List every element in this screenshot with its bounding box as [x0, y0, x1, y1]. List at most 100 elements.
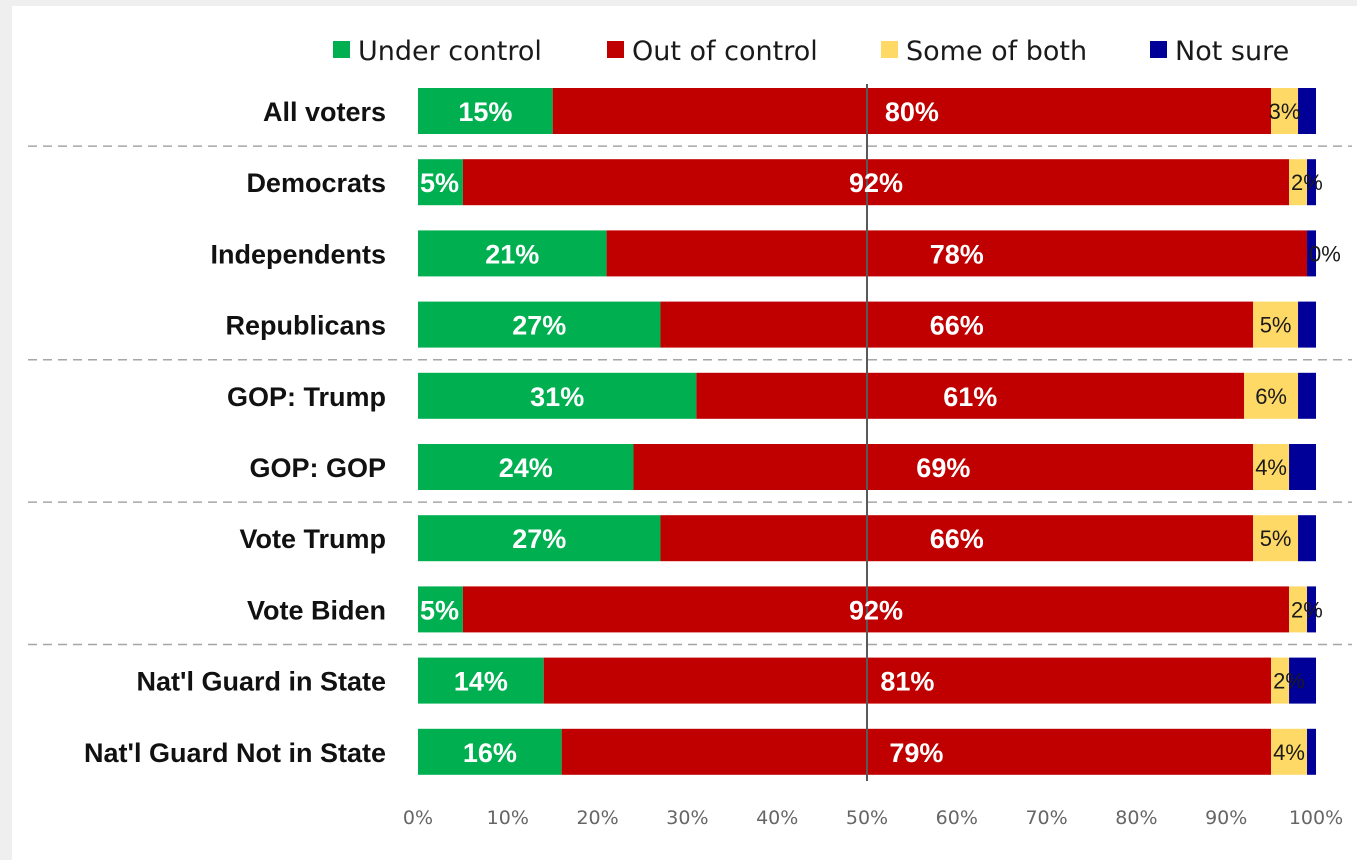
value-label-some-of-both: 0%	[1309, 241, 1341, 266]
bar-segment-not-sure	[1307, 159, 1316, 206]
value-label-some-of-both: 5%	[1260, 526, 1292, 551]
value-label-under-control: 24%	[499, 453, 553, 483]
bar-segment-under-control	[418, 586, 463, 633]
value-label-out-of-control: 92%	[849, 168, 903, 198]
value-label-out-of-control: 92%	[849, 595, 903, 625]
category-label: Independents	[210, 239, 386, 269]
bar-segment-out-of-control	[543, 657, 1272, 704]
x-tick-label: 10%	[487, 807, 529, 829]
category-label: Vote Biden	[247, 595, 386, 625]
value-label-some-of-both: 4%	[1255, 455, 1287, 480]
bar-segment-out-of-control	[660, 301, 1254, 348]
x-tick-label: 80%	[1115, 807, 1157, 829]
bar-segment-some-of-both	[1253, 301, 1299, 348]
bar-segment-not-sure	[1289, 444, 1316, 490]
legend-label-out-of-control: Out of control	[632, 36, 818, 67]
value-label-out-of-control: 78%	[930, 239, 984, 269]
bar-segment-not-sure	[1289, 657, 1316, 704]
bar-segment-out-of-control	[462, 586, 1290, 633]
category-label: Nat'l Guard in State	[137, 667, 386, 697]
bar-segment-under-control	[418, 657, 544, 704]
x-tick-label: 40%	[756, 807, 798, 829]
value-label-under-control: 5%	[420, 168, 459, 198]
x-tick-label: 60%	[936, 807, 978, 829]
category-label: Nat'l Guard Not in State	[84, 738, 386, 768]
legend-label-under-control: Under control	[358, 36, 542, 67]
bar-segment-under-control	[418, 728, 562, 775]
bar-segment-under-control	[418, 230, 607, 277]
x-axis-ticks: 0% 10% 20% 30% 40% 50% 60% 70% 80% 90% 100%	[403, 807, 1343, 829]
value-label-under-control: 5%	[420, 595, 459, 625]
value-label-some-of-both: 4%	[1273, 740, 1305, 765]
category-label: GOP: GOP	[249, 453, 386, 483]
bar-segment-some-of-both	[1253, 515, 1299, 562]
bar-segment-out-of-control	[552, 88, 1272, 134]
bar-segment-under-control	[418, 372, 697, 419]
bar-segment-out-of-control	[462, 159, 1290, 206]
bar-segment-some-of-both	[1253, 444, 1290, 490]
bar-segment-some-of-both	[1289, 586, 1308, 633]
value-label-out-of-control: 66%	[930, 524, 984, 554]
chart-panel	[12, 6, 1357, 860]
bar-segment-out-of-control	[660, 515, 1254, 562]
bar-segment-some-of-both	[1271, 728, 1308, 775]
bar-segment-some-of-both	[1271, 88, 1299, 134]
bar-segment-out-of-control	[696, 372, 1245, 419]
bar-segment-under-control	[418, 159, 463, 206]
x-tick-label: 50%	[846, 807, 888, 829]
category-label: All voters	[263, 97, 386, 127]
value-label-under-control: 27%	[512, 311, 566, 341]
legend-swatch-not-sure	[1150, 41, 1167, 58]
bar-segment-some-of-both	[1289, 159, 1308, 206]
value-label-some-of-both: 2%	[1291, 170, 1323, 195]
bar-segment-under-control	[418, 444, 634, 490]
bar-segment-out-of-control	[561, 728, 1272, 775]
value-label-some-of-both: 2%	[1273, 669, 1305, 694]
bar-segment-some-of-both	[1244, 372, 1299, 419]
value-label-under-control: 31%	[530, 382, 584, 412]
bar-segment-out-of-control	[606, 230, 1308, 277]
x-tick-label: 90%	[1205, 807, 1247, 829]
bar-segment-some-of-both	[1271, 657, 1290, 704]
value-label-under-control: 21%	[485, 239, 539, 269]
x-tick-label: 30%	[666, 807, 708, 829]
category-label: Republicans	[225, 311, 386, 341]
bar-segment-not-sure	[1298, 88, 1316, 134]
bar-segment-not-sure	[1298, 372, 1316, 419]
bar-segment-not-sure	[1307, 586, 1316, 633]
x-tick-label: 70%	[1025, 807, 1067, 829]
value-label-under-control: 15%	[458, 97, 512, 127]
legend-swatch-some-of-both	[881, 41, 898, 58]
x-tick-label: 20%	[576, 807, 618, 829]
value-label-some-of-both: 5%	[1260, 313, 1292, 338]
value-labels: 15% 80% 3% 5% 92% 2% 21% 78% 0% 27% 66% 5% 31% 61% 6% 2…	[420, 97, 1341, 768]
category-label: Democrats	[246, 168, 386, 198]
value-label-under-control: 27%	[512, 524, 566, 554]
category-label: GOP: Trump	[227, 382, 386, 412]
category-labels: All voters Democrats Independents Republica…	[84, 97, 386, 768]
x-tick-label: 0%	[403, 807, 433, 829]
bar-segment-under-control	[418, 301, 661, 348]
category-label: Vote Trump	[239, 524, 386, 554]
value-label-under-control: 16%	[463, 738, 517, 768]
value-label-under-control: 14%	[454, 667, 508, 697]
bars	[418, 88, 1316, 775]
bar-segment-not-sure	[1298, 301, 1316, 348]
legend-label-not-sure: Not sure	[1175, 36, 1289, 67]
legend-swatch-under-control	[333, 41, 350, 58]
bar-segment-not-sure	[1307, 728, 1316, 775]
x-tick-label: 100%	[1289, 807, 1343, 829]
value-label-some-of-both: 2%	[1291, 597, 1323, 622]
group-separators	[28, 145, 1352, 646]
legend-swatch-out-of-control	[607, 41, 624, 58]
bar-segment-not-sure	[1298, 515, 1316, 562]
bar-segment-out-of-control	[633, 444, 1254, 490]
value-label-out-of-control: 66%	[930, 311, 984, 341]
value-label-some-of-both: 3%	[1269, 99, 1301, 124]
value-label-out-of-control: 81%	[880, 667, 934, 697]
value-label-out-of-control: 80%	[885, 97, 939, 127]
value-label-out-of-control: 69%	[916, 453, 970, 483]
bar-segment-under-control	[418, 515, 661, 562]
